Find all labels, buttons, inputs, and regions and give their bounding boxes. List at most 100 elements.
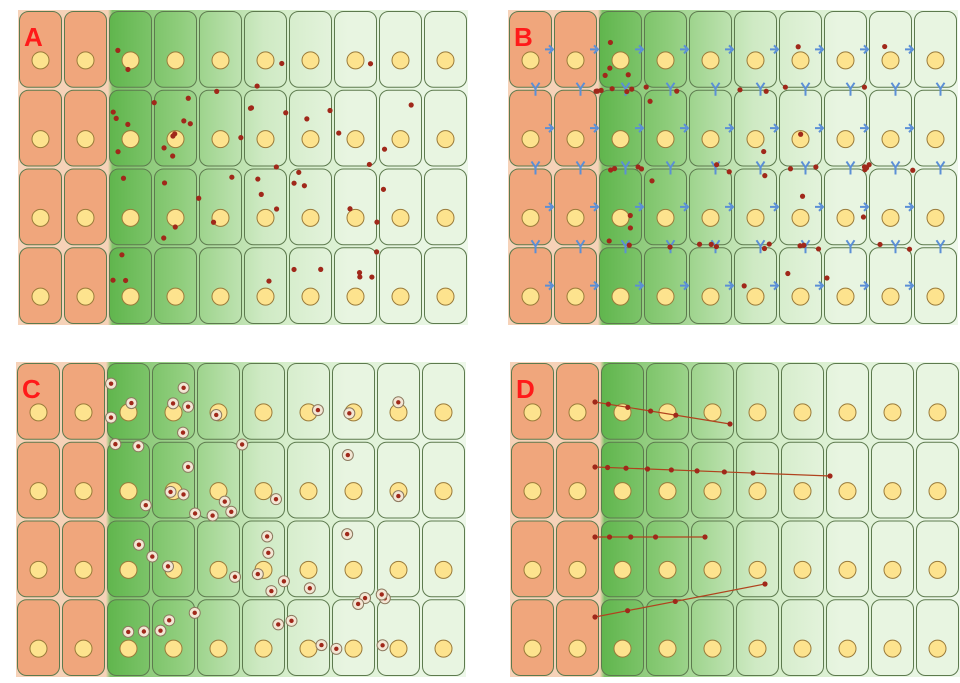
- particle: [276, 622, 281, 627]
- cell: [914, 89, 957, 167]
- particle: [625, 72, 631, 78]
- cell: [826, 520, 869, 598]
- cell: [62, 599, 105, 676]
- nucleus: [166, 208, 185, 227]
- particle: [115, 47, 121, 53]
- particle: [170, 153, 176, 159]
- nucleus: [256, 287, 275, 306]
- particle: [647, 408, 654, 414]
- cell: [781, 599, 824, 676]
- particle: [787, 166, 794, 172]
- nucleus: [211, 51, 230, 70]
- junction-arrow: [575, 82, 586, 96]
- particle: [192, 511, 198, 516]
- nucleus: [928, 482, 947, 501]
- junction-arrow: [935, 239, 946, 254]
- nucleus: [836, 208, 855, 227]
- particle: [345, 452, 351, 458]
- cell: [826, 441, 869, 519]
- nucleus: [254, 639, 273, 658]
- particle: [113, 115, 119, 121]
- junction-arrow: [860, 202, 870, 212]
- nucleus: [881, 51, 900, 70]
- cell: [334, 11, 377, 88]
- cell: [197, 520, 240, 598]
- junction-arrow: [770, 280, 780, 291]
- junction-arrow: [845, 239, 856, 254]
- particle: [629, 86, 635, 92]
- nucleus: [838, 560, 857, 579]
- particle: [380, 643, 385, 648]
- nucleus: [926, 130, 945, 149]
- panel-label: B: [514, 22, 533, 52]
- particle: [860, 214, 867, 220]
- cell: [422, 599, 465, 676]
- particle: [628, 534, 634, 540]
- particle: [229, 509, 234, 514]
- nucleus: [838, 639, 857, 658]
- cell: [377, 441, 420, 519]
- cell: [199, 89, 242, 167]
- cell: [916, 520, 959, 598]
- cell: [197, 363, 240, 440]
- nucleus: [389, 639, 408, 658]
- panel-a: A: [18, 10, 468, 325]
- particle: [763, 88, 769, 94]
- cell: [646, 599, 689, 676]
- nucleus: [791, 208, 810, 227]
- nucleus: [838, 482, 857, 501]
- particle: [108, 381, 114, 386]
- nucleus: [656, 287, 675, 306]
- nucleus: [211, 208, 230, 227]
- nucleus: [391, 208, 410, 227]
- particle: [815, 246, 822, 252]
- cell: [379, 89, 422, 167]
- particle: [408, 102, 414, 108]
- particle: [750, 470, 756, 476]
- particle: [782, 84, 788, 90]
- panel-c: C: [16, 362, 466, 677]
- particle: [761, 148, 767, 155]
- nucleus: [523, 403, 542, 422]
- particle: [721, 469, 727, 475]
- particle: [291, 266, 297, 273]
- cell: [379, 11, 422, 88]
- particle: [151, 100, 157, 106]
- particle: [150, 554, 155, 559]
- junction-arrow: [620, 239, 631, 254]
- nucleus: [793, 403, 812, 422]
- cell: [601, 363, 644, 440]
- particle: [170, 133, 176, 139]
- cell: [556, 441, 599, 519]
- nucleus: [254, 482, 273, 501]
- particle: [741, 283, 747, 289]
- particle: [318, 266, 324, 272]
- cell: [424, 247, 467, 324]
- particle: [210, 219, 217, 225]
- particle: [396, 400, 401, 405]
- cell: [287, 441, 330, 519]
- nucleus: [76, 130, 95, 149]
- particle: [315, 407, 321, 413]
- nucleus: [209, 482, 228, 501]
- particle: [673, 412, 679, 418]
- particle: [238, 135, 244, 141]
- particle: [136, 444, 141, 449]
- junction-arrow: [725, 123, 735, 133]
- particle: [604, 464, 611, 471]
- cell: [914, 247, 957, 324]
- particle: [598, 87, 604, 93]
- nucleus: [121, 208, 140, 227]
- cell: [424, 168, 467, 246]
- particle: [827, 473, 833, 479]
- junction-arrow: [815, 44, 825, 55]
- nucleus: [613, 482, 632, 501]
- nucleus: [566, 287, 585, 306]
- nucleus: [346, 208, 365, 227]
- junction-arrow: [680, 280, 690, 291]
- nucleus: [611, 130, 630, 149]
- cell: [242, 363, 285, 440]
- nucleus: [389, 560, 408, 579]
- particle: [181, 492, 186, 497]
- particle: [196, 195, 202, 201]
